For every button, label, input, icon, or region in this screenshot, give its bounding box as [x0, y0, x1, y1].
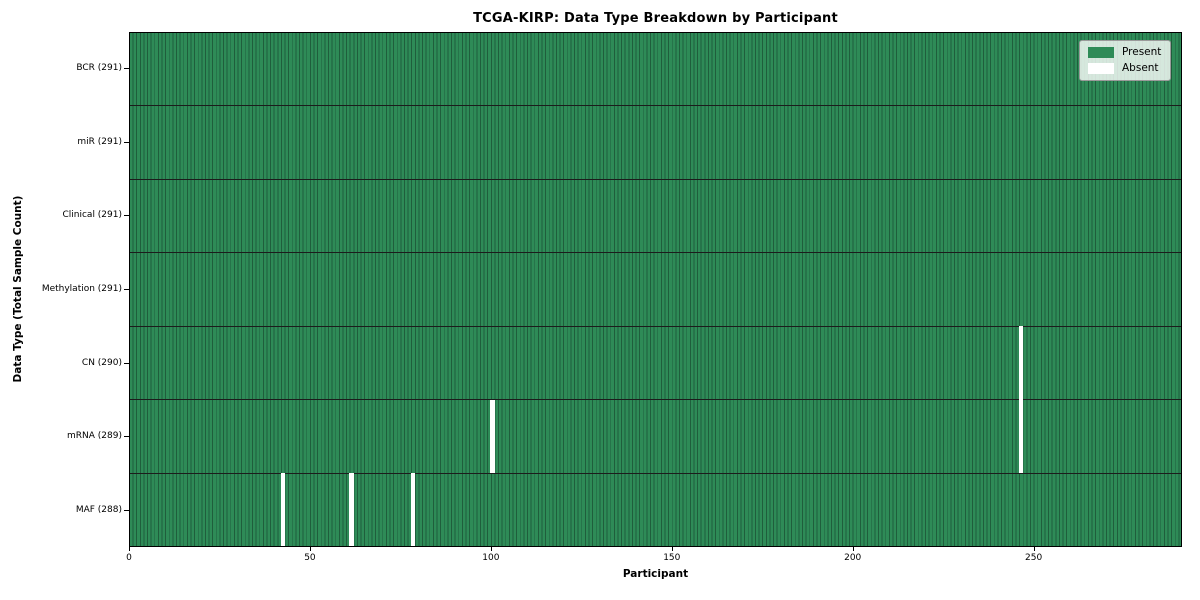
x-tick-mark	[852, 547, 854, 551]
legend-label-present: Present	[1122, 46, 1162, 58]
x-axis-label: Participant	[622, 568, 689, 580]
y-tick-mark	[124, 215, 129, 217]
y-tick-mark	[124, 436, 129, 438]
legend-item-absent: Absent	[1088, 63, 1161, 74]
legend: Present Absent	[1079, 40, 1172, 81]
x-tick-label-250: 250	[1025, 553, 1043, 563]
plot-border	[129, 32, 1182, 547]
absent-cell-MAF-42	[280, 473, 285, 547]
x-tick-mark	[671, 547, 673, 551]
x-tick-label-100: 100	[482, 553, 500, 563]
row-boundary-line	[129, 252, 1182, 254]
present-swatch	[1088, 47, 1114, 58]
y-tick-label-CN: CN (290)	[81, 357, 122, 368]
row-boundary-line	[129, 399, 1182, 401]
absent-cell-mRNA-246	[1018, 399, 1024, 474]
absent-cell-MAF-78	[410, 473, 416, 547]
x-tick-label-200: 200	[844, 553, 862, 563]
y-tick-mark	[124, 68, 129, 70]
row-boundary-line	[129, 325, 1182, 327]
legend-label-absent: Absent	[1122, 62, 1159, 74]
x-tick-mark	[309, 547, 311, 551]
x-tick-mark	[1033, 547, 1035, 551]
legend-item-present: Present	[1088, 47, 1161, 58]
row-boundary-line	[129, 105, 1182, 107]
x-tick-label-150: 150	[663, 553, 681, 563]
absent-cell-CN-246	[1018, 326, 1024, 400]
y-tick-label-mRNA: mRNA (289)	[67, 431, 122, 442]
chart-title: TCGA-KIRP: Data Type Breakdown by Partic…	[473, 11, 838, 26]
x-tick-mark	[490, 547, 492, 551]
y-tick-label-Clinical: Clinical (291)	[62, 210, 122, 221]
x-tick-label-50: 50	[304, 553, 316, 563]
y-tick-mark	[124, 362, 129, 364]
x-tick-mark	[129, 547, 130, 551]
y-tick-mark	[124, 141, 129, 143]
absent-swatch	[1088, 63, 1114, 74]
absent-cell-MAF-61	[349, 473, 354, 547]
row-boundary-line	[129, 178, 1182, 180]
x-tick-label-0: 0	[126, 553, 132, 563]
plot-area: Present Absent	[129, 32, 1182, 547]
y-tick-label-MAF: MAF (288)	[75, 504, 122, 515]
y-tick-mark	[124, 509, 129, 511]
y-tick-label-BCR: BCR (291)	[76, 63, 122, 74]
absent-cell-mRNA-100	[490, 399, 495, 474]
y-tick-label-miR: miR (291)	[77, 136, 122, 147]
row-boundary-line	[129, 472, 1182, 474]
y-tick-mark	[124, 289, 129, 290]
y-tick-label-Methylation: Methylation (291)	[41, 284, 122, 294]
